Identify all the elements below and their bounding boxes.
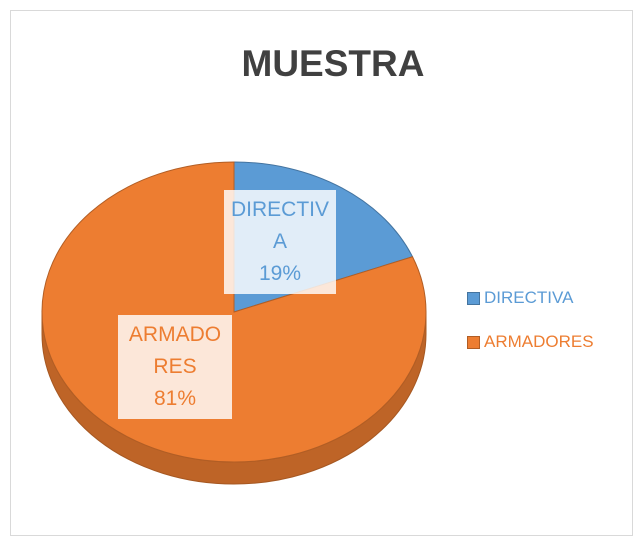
legend-swatch <box>467 335 480 349</box>
legend-label: DIRECTIVA <box>484 288 574 307</box>
data-label-name: ARMADORES <box>128 323 222 378</box>
legend-swatch <box>467 291 480 305</box>
data-label-name: DIRECTIVA <box>230 198 329 253</box>
chart-title: MUESTRA <box>242 43 425 84</box>
data-label-value: 19% <box>258 262 302 285</box>
legend-item: ARMADORES <box>467 332 594 352</box>
data-label: ARMADORES 81% <box>118 315 232 419</box>
data-label: DIRECTIVA 19% <box>224 190 336 294</box>
legend-item: DIRECTIVA <box>467 288 573 308</box>
legend-label: ARMADORES <box>484 332 594 351</box>
data-label-value: 81% <box>153 387 197 410</box>
